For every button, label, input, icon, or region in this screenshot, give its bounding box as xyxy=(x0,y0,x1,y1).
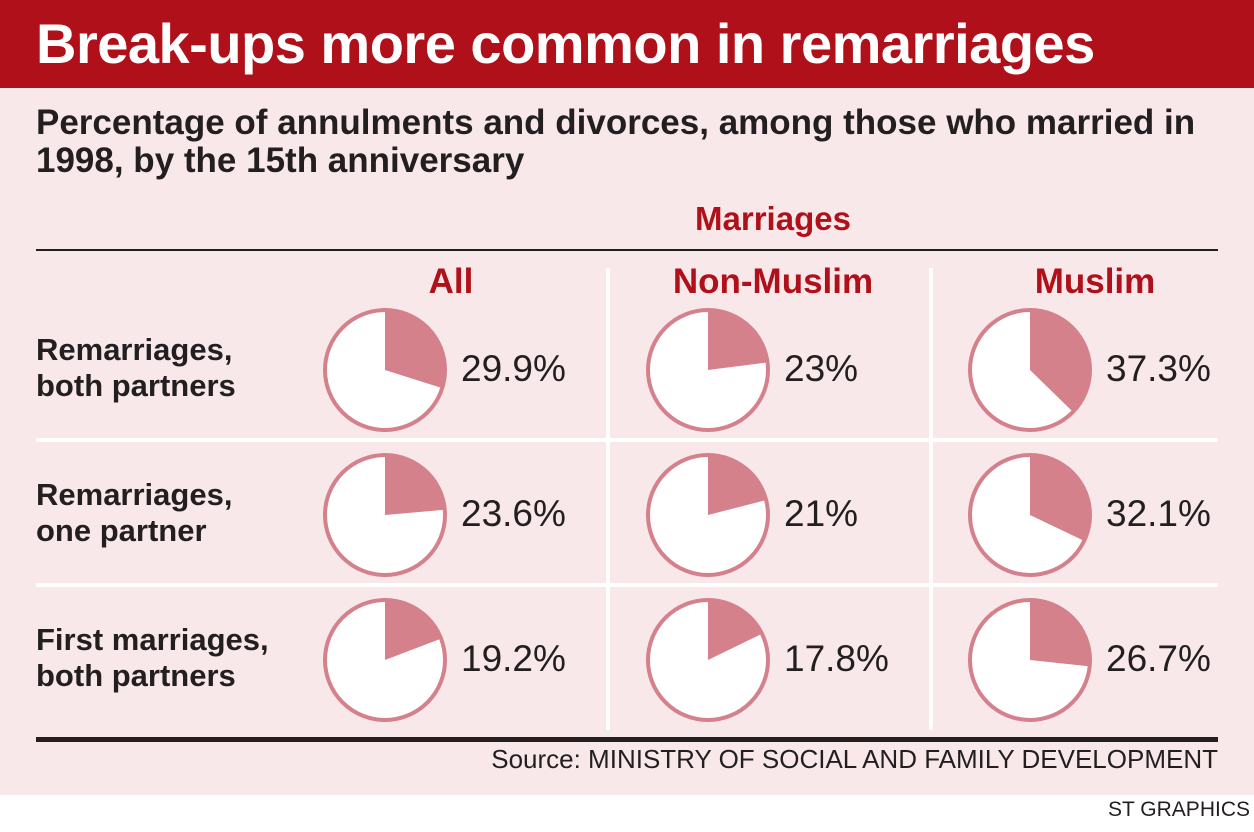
data-label: 29.9% xyxy=(461,348,566,389)
group-label: Marriages xyxy=(695,200,851,237)
pie-slice xyxy=(385,455,445,515)
pie-slice xyxy=(708,310,768,370)
row-label: Remarriages, both partners xyxy=(36,332,316,404)
pie-slice xyxy=(1030,455,1091,541)
title-bar xyxy=(0,0,1254,88)
bottom-rule xyxy=(36,737,1218,742)
data-label: 17.8% xyxy=(784,638,889,679)
data-label: 32.1% xyxy=(1106,493,1211,534)
row-label: Remarriages, one partner xyxy=(36,477,316,549)
row-separator xyxy=(36,583,1218,587)
row-label-line: First marriages, xyxy=(36,622,269,657)
pie-slice xyxy=(1030,310,1091,412)
top-rule xyxy=(36,249,1218,251)
row-label-line: Remarriages, xyxy=(36,332,233,367)
data-label: 19.2% xyxy=(461,638,566,679)
row-label-line: both partners xyxy=(36,658,236,693)
data-label: 37.3% xyxy=(1106,348,1211,389)
data-label: 23.6% xyxy=(461,493,566,534)
row-label-line: both partners xyxy=(36,368,236,403)
column-header-all: All xyxy=(428,262,474,301)
chart-subtitle: Percentage of annulments and divorces, a… xyxy=(36,103,1196,180)
chart-title: Break-ups more common in remarriages xyxy=(36,12,1095,75)
data-label: 26.7% xyxy=(1106,638,1211,679)
pie-slice xyxy=(708,600,762,660)
row-label-line: one partner xyxy=(36,513,207,548)
row-label: First marriages, both partners xyxy=(36,622,316,694)
column-separator xyxy=(929,268,933,730)
pie-slice xyxy=(1030,600,1090,667)
pie-slice xyxy=(385,310,446,389)
row-separator xyxy=(36,438,1218,442)
column-separator xyxy=(606,268,610,730)
source-note: Source: MINISTRY OF SOCIAL AND FAMILY DE… xyxy=(491,744,1218,774)
credit: ST GRAPHICS xyxy=(1108,798,1250,821)
row-label-line: Remarriages, xyxy=(36,477,233,512)
pie-slice xyxy=(385,600,442,660)
column-header-muslim: Muslim xyxy=(1034,262,1156,301)
pie-slice xyxy=(708,455,767,515)
data-label: 23% xyxy=(784,348,859,389)
data-label: 21% xyxy=(784,493,859,534)
column-header-non-muslim: Non-Muslim xyxy=(672,262,874,301)
